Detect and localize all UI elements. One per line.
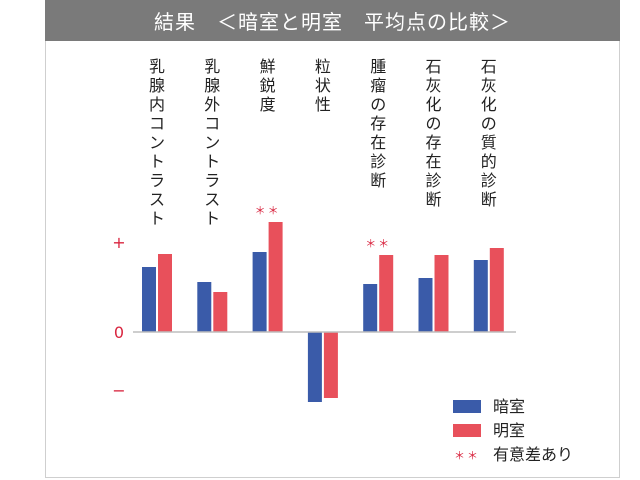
category-label: 石灰化の存在診断 [425,57,441,209]
legend-swatch-1 [453,424,481,437]
legend-label-0: 暗室 [493,397,525,416]
y-tick-zero: 0 [114,323,124,342]
category-label: 腫瘤の存在診断 [370,57,386,190]
bar-dark-1 [197,282,212,332]
category-label: 乳腺内コントラスト [149,57,165,228]
bar-light-1 [213,292,228,332]
category-label: 粒状性 [315,57,331,114]
bar-light-3 [323,332,338,398]
significance-mark: ＊＊ [365,237,391,250]
legend-label-1: 明室 [493,421,525,440]
legend-swatch-0 [453,400,481,413]
y-tick-minus: − [112,381,125,400]
bar-dark-4 [363,284,378,332]
category-label: 鮮鋭度 [260,57,276,114]
significance-mark: ＊＊ [255,204,281,217]
category-label: 石灰化の質的診断 [481,57,497,209]
bar-dark-6 [473,260,488,332]
bar-light-6 [489,248,504,332]
bar-light-0 [158,254,172,332]
bar-dark-3 [307,332,322,402]
bar-dark-0 [142,267,156,332]
bar-light-2 [268,222,283,332]
chart-frame [45,0,620,478]
y-tick-plus: + [112,233,125,252]
bar-light-4 [379,255,394,332]
bar-dark-5 [418,278,433,332]
category-label: 乳腺外コントラスト [204,57,220,228]
chart-title: 結果 ＜暗室と明室 平均点の比較＞ [45,0,620,41]
legend-significance-mark: ＊＊ [454,449,480,462]
legend-significance-label: 有意差あり [493,445,573,464]
bar-light-5 [434,255,449,332]
bar-dark-2 [252,252,267,332]
